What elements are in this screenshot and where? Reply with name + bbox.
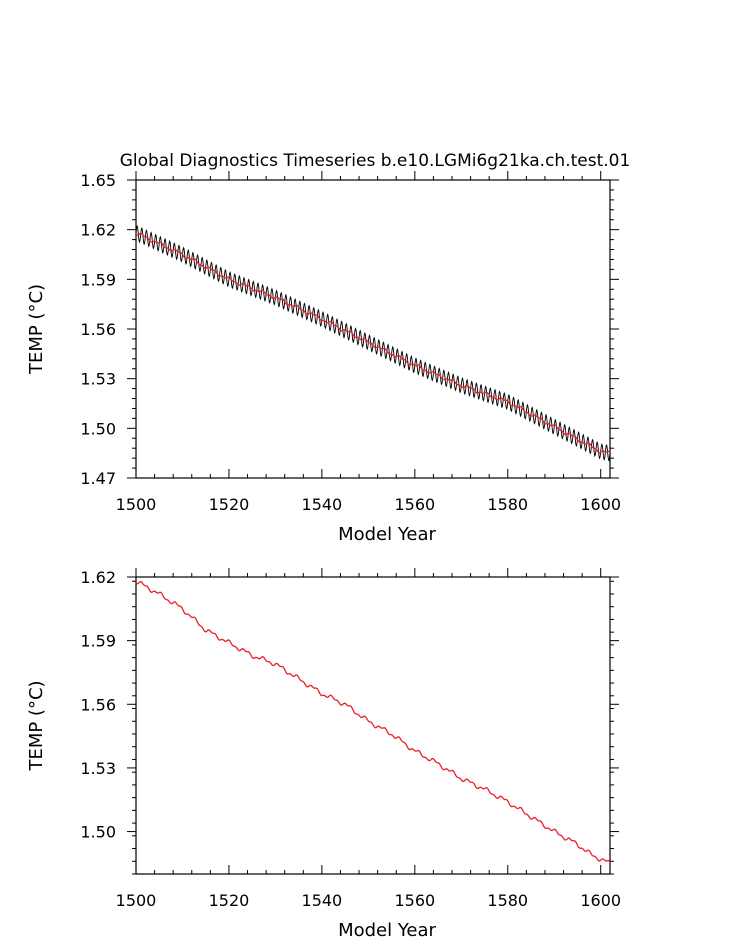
x-tick-label: 1540 [302,495,343,514]
y-tick-label: 1.59 [80,270,116,289]
y-tick-label: 1.53 [80,370,116,389]
y-tick-label: 1.53 [80,759,116,778]
x-tick-label: 1500 [116,891,157,910]
y-axis-label: TEMP (°C) [26,284,47,375]
y-tick-label: 1.50 [80,419,116,438]
x-tick-label: 1540 [302,891,343,910]
y-tick-label: 1.62 [80,568,116,587]
y-tick-label: 1.47 [80,469,116,488]
bottom-panel: 1500 1520 1540 1560 1580 1600 1.50 1.53 1.56 1.59… [26,568,621,941]
monthly-series-line [135,224,611,462]
y-tick-label: 1.56 [80,320,116,339]
x-tick-label: 1560 [394,495,435,514]
x-tick-label: 1520 [209,891,250,910]
annual-mean-line [135,232,611,454]
x-tick-label: 1600 [580,891,621,910]
plot-frame [135,576,611,875]
x-tick-label: 1580 [487,495,528,514]
x-axis-label: Model Year [338,524,436,545]
top-panel: 1500 1520 1540 1560 1580 1600 1.47 1.50 1.53 1.56… [26,171,621,545]
y-tick-label: 1.56 [80,695,116,714]
annual-mean-line [135,580,611,863]
y-tick-label: 1.50 [80,823,116,842]
x-tick-label: 1500 [116,495,157,514]
y-tick-label: 1.59 [80,632,116,651]
x-axis-label: Model Year [338,920,436,941]
x-tick-label: 1600 [580,495,621,514]
x-tick-label: 1580 [487,891,528,910]
x-tick-label: 1560 [394,891,435,910]
plot-frame [135,179,611,479]
y-tick-label: 1.65 [80,171,116,190]
y-axis-label: TEMP (°C) [26,680,47,771]
x-tick-label: 1520 [209,495,250,514]
y-tick-label: 1.62 [80,221,116,240]
chart-title: Global Diagnostics Timeseries b.e10.LGMi… [120,151,631,171]
